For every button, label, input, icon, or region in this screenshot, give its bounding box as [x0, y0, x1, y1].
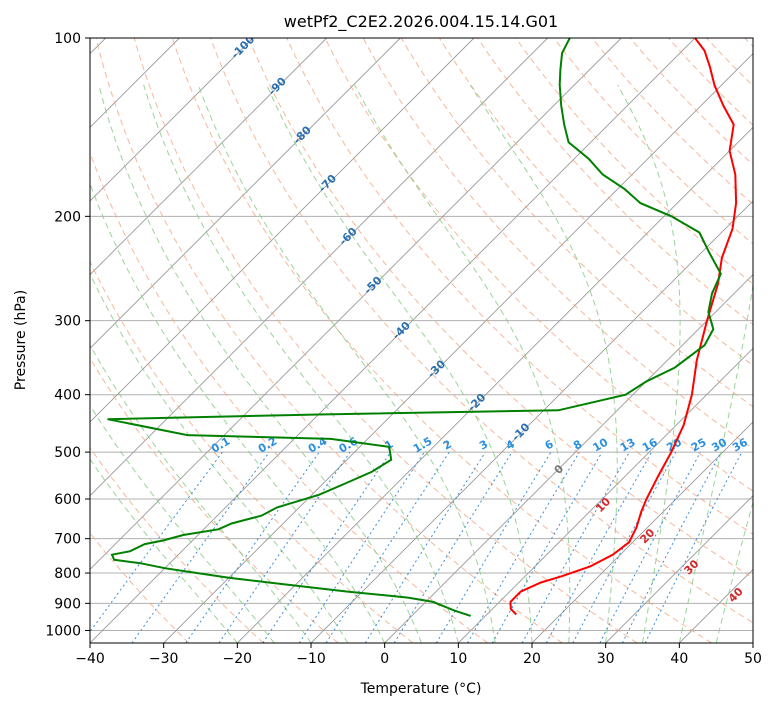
moist-adiabat-line — [617, 84, 681, 643]
isotherm-line — [90, 38, 401, 349]
mixing-ratio-line — [621, 451, 722, 643]
mixing-ratio-line — [90, 451, 223, 633]
isotherm-line — [531, 421, 753, 643]
chart-title: wetPf2_C2E2.2026.004.15.14.G01 — [284, 12, 558, 32]
y-tick-label: 700 — [54, 532, 81, 548]
dry-adiabat-line — [591, 38, 753, 205]
y-tick-label: 400 — [54, 388, 81, 404]
y-tick-label: 100 — [54, 31, 81, 47]
y-tick-label: 500 — [54, 445, 81, 461]
x-tick-label: −10 — [296, 651, 326, 667]
y-tick-label: 1000 — [45, 623, 81, 639]
moist-adiabat-line — [197, 84, 496, 643]
mixing-ratio-line — [545, 451, 653, 643]
x-tick-label: −40 — [75, 651, 105, 667]
moist-adiabat-line — [266, 84, 533, 643]
isotherm-line — [237, 126, 753, 643]
dry-adiabat-line — [362, 38, 753, 450]
mixing-ratio-lines — [90, 451, 743, 643]
y-tick-label: 200 — [54, 209, 81, 225]
mixing-ratio-line — [644, 451, 743, 643]
dry-adiabat-line — [515, 38, 753, 285]
x-tick-label: 40 — [670, 651, 688, 667]
sounding-traces — [107, 38, 738, 617]
mixing-ratio-line — [467, 451, 580, 643]
moist-adiabat-line — [354, 84, 571, 643]
mixing-ratio-line — [364, 451, 486, 643]
isotherm-line — [90, 38, 548, 497]
moist-adiabat-line — [90, 458, 238, 643]
moist-adiabat-line — [90, 182, 386, 643]
x-axis-label: Temperature (°C) — [360, 681, 482, 697]
axis-ticks: −40 −30 −20 −10 0 10 20 30 40 50 100 200 300 400 500 60… — [45, 31, 762, 667]
mixing-ratio-line — [131, 451, 270, 643]
mixing-ratio-line — [325, 451, 450, 643]
x-tick-label: 20 — [523, 651, 541, 667]
mixing-ratio-line — [572, 451, 677, 643]
moist-adiabat-line — [469, 84, 618, 643]
plot-frame — [89, 37, 754, 644]
x-tick-label: 30 — [597, 651, 615, 667]
dry-adiabat-line — [477, 38, 753, 326]
dry-adiabat-line — [400, 38, 753, 408]
y-tick-label: 600 — [54, 492, 81, 508]
mixing-ratio-line — [298, 451, 425, 643]
isotherm-line — [163, 53, 753, 643]
mixing-ratio-line — [521, 451, 630, 643]
isotherm-line — [90, 38, 475, 423]
pressure-gridlines — [90, 38, 753, 631]
dry-adiabat-line — [95, 38, 563, 643]
dry-adiabat-line — [171, 38, 712, 643]
isotherm-line — [605, 495, 753, 643]
x-tick-label: −30 — [149, 651, 179, 667]
isotherm-line — [90, 38, 327, 276]
dry-adiabat-line — [90, 260, 414, 643]
x-tick-label: 0 — [380, 651, 389, 667]
moist-adiabat-line — [678, 281, 753, 643]
isotherm-line — [90, 38, 622, 570]
moist-adiabat-line — [90, 344, 312, 643]
temperature-trace — [509, 38, 738, 616]
dry-adiabat-line — [210, 38, 753, 624]
moist-adiabat-line — [98, 84, 422, 643]
y-tick-label: 800 — [54, 566, 81, 582]
dry-adiabats — [90, 38, 753, 643]
isotherm-line — [384, 274, 753, 643]
dry-adiabat-line — [629, 38, 753, 166]
x-tick-label: −20 — [223, 651, 253, 667]
isotherm-line — [90, 38, 254, 202]
dry-adiabat-line — [133, 38, 638, 643]
dewpoint-trace — [107, 38, 722, 617]
y-axis-label: Pressure (hPa) — [13, 290, 29, 390]
moist-adiabat-line — [143, 84, 459, 643]
dry-adiabat-line — [90, 446, 264, 643]
moist-adiabat-line — [90, 404, 275, 643]
y-tick-label: 900 — [54, 596, 81, 612]
x-tick-label: 50 — [744, 651, 762, 667]
y-tick-label: 300 — [54, 314, 81, 330]
dry-adiabat-line — [324, 38, 753, 492]
plot-area: 0.1 0.2 0.4 0.6 1 1.5 2 3 4 6 8 10 13 16 20 25 30 36-100-… — [90, 38, 753, 643]
mixing-ratio-line — [491, 451, 603, 643]
moist-adiabats — [90, 84, 753, 643]
moist-adiabat-line — [90, 272, 349, 643]
mixing-ratio-line — [185, 451, 320, 643]
dry-adiabat-line — [248, 38, 753, 579]
mixing-ratio-line — [393, 451, 513, 643]
isotherm-line — [458, 347, 753, 643]
mixing-ratio-line — [435, 451, 552, 643]
x-tick-label: 10 — [449, 651, 467, 667]
mixing-ratio-line — [599, 451, 701, 643]
isotherms — [90, 38, 753, 643]
moist-adiabat-line — [715, 500, 753, 643]
